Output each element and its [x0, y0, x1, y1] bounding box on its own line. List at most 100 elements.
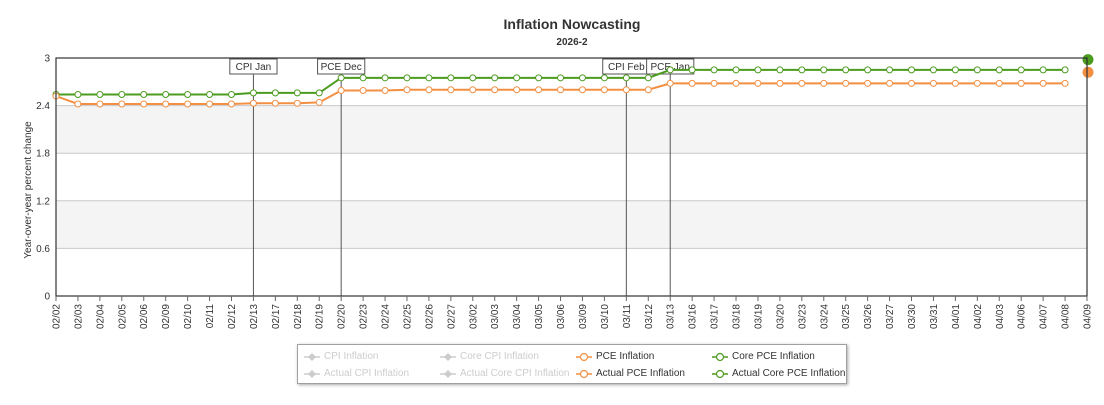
data-point — [118, 100, 126, 108]
legend-label: Actual Core CPI Inflation — [460, 368, 570, 379]
x-tick-label: 02/06 — [139, 304, 150, 329]
data-point — [557, 86, 565, 94]
data-point — [1061, 66, 1069, 74]
data-point — [908, 66, 916, 74]
x-tick-label: 03/17 — [710, 304, 721, 329]
legend: CPI Inflation Core CPI Inflation PCE Inf… — [297, 344, 847, 384]
legend-label: CPI Inflation — [324, 351, 379, 362]
legend-label: Actual Core PCE Inflation — [732, 368, 846, 379]
data-point — [864, 79, 872, 87]
x-tick-label: 03/12 — [644, 304, 655, 329]
x-tick-label: 04/03 — [995, 304, 1006, 329]
data-point — [249, 99, 257, 107]
data-point — [140, 90, 148, 98]
x-tick-label: 03/03 — [490, 304, 501, 329]
data-point — [315, 98, 323, 106]
x-tick-label: 03/02 — [468, 304, 479, 329]
plot-band — [56, 200, 1087, 249]
data-point — [425, 86, 433, 94]
x-tick-label: 02/23 — [359, 304, 370, 329]
y-tick-label: 0.6 — [36, 244, 50, 255]
y-tick-label: 0 — [44, 292, 50, 303]
data-point — [1017, 79, 1025, 87]
data-point — [732, 66, 740, 74]
x-tick-label: 03/24 — [819, 304, 830, 329]
data-point — [886, 79, 894, 87]
data-point — [293, 99, 301, 107]
x-tick-label: 04/08 — [1061, 304, 1072, 329]
x-tick-label: 02/18 — [293, 304, 304, 329]
x-tick-label: 02/04 — [95, 304, 106, 329]
legend-label: Actual CPI Inflation — [324, 368, 410, 379]
actual-point — [1081, 65, 1095, 79]
x-tick-label: 02/27 — [446, 304, 457, 329]
data-point — [513, 86, 521, 94]
data-point — [227, 100, 235, 108]
data-point — [74, 100, 82, 108]
y-axis-title: Year-over-year percent change — [23, 121, 34, 259]
circle-icon — [576, 369, 592, 379]
data-point — [447, 86, 455, 94]
chart-subtitle: 2026-2 — [556, 37, 588, 48]
data-point — [162, 100, 170, 108]
x-tick-label: 03/05 — [534, 304, 545, 329]
data-point — [293, 89, 301, 97]
chart-title: Inflation Nowcasting — [504, 16, 641, 32]
data-point — [995, 66, 1003, 74]
data-point — [184, 100, 192, 108]
x-tick-label: 02/25 — [402, 304, 413, 329]
x-tick-label: 02/02 — [52, 304, 63, 329]
data-point — [666, 79, 674, 87]
circle-icon — [576, 352, 592, 362]
data-point — [995, 79, 1003, 87]
x-tick-label: 02/10 — [183, 304, 194, 329]
x-tick-label: 03/06 — [556, 304, 567, 329]
data-point — [469, 86, 477, 94]
x-tick-label: 03/10 — [600, 304, 611, 329]
data-point — [96, 90, 104, 98]
release-marker-label: CPI Feb — [608, 62, 645, 73]
release-marker-box — [317, 58, 366, 75]
release-marker-label: CPI Jan — [236, 62, 272, 73]
data-point — [227, 90, 235, 98]
data-point — [578, 86, 586, 94]
x-tick-label: 02/26 — [424, 304, 435, 329]
plot-frame — [55, 57, 1088, 297]
series-layer — [52, 53, 1095, 108]
x-tick-label: 03/18 — [732, 304, 743, 329]
data-point — [973, 66, 981, 74]
legend-label: Core CPI Inflation — [460, 351, 539, 362]
y-tick-label: 1.8 — [36, 149, 50, 160]
data-point — [118, 90, 126, 98]
data-point — [1017, 66, 1025, 74]
x-tick-label: 02/24 — [381, 304, 392, 329]
x-tick-label: 02/13 — [249, 304, 260, 329]
data-point — [864, 66, 872, 74]
x-tick-label: 03/23 — [797, 304, 808, 329]
data-point — [820, 79, 828, 87]
data-point — [337, 87, 345, 95]
data-point — [973, 79, 981, 87]
data-point — [535, 74, 543, 82]
x-tick-label: 03/26 — [863, 304, 874, 329]
data-point — [644, 74, 652, 82]
data-point — [754, 79, 762, 87]
data-point — [710, 79, 718, 87]
data-point — [447, 74, 455, 82]
data-point — [491, 74, 499, 82]
plot-bands — [56, 105, 1087, 249]
data-point — [381, 87, 389, 95]
legend-label: Core PCE Inflation — [732, 351, 815, 362]
x-tick-label: 04/09 — [1083, 304, 1094, 329]
data-point — [842, 79, 850, 87]
data-point — [381, 74, 389, 82]
circle-icon — [712, 369, 728, 379]
x-tick-label: 04/06 — [1017, 304, 1028, 329]
x-tick-label: 04/07 — [1039, 304, 1050, 329]
x-tick-label: 02/12 — [227, 304, 238, 329]
data-point — [535, 86, 543, 94]
data-point — [886, 66, 894, 74]
data-point — [622, 74, 630, 82]
x-tick-label: 02/17 — [271, 304, 282, 329]
